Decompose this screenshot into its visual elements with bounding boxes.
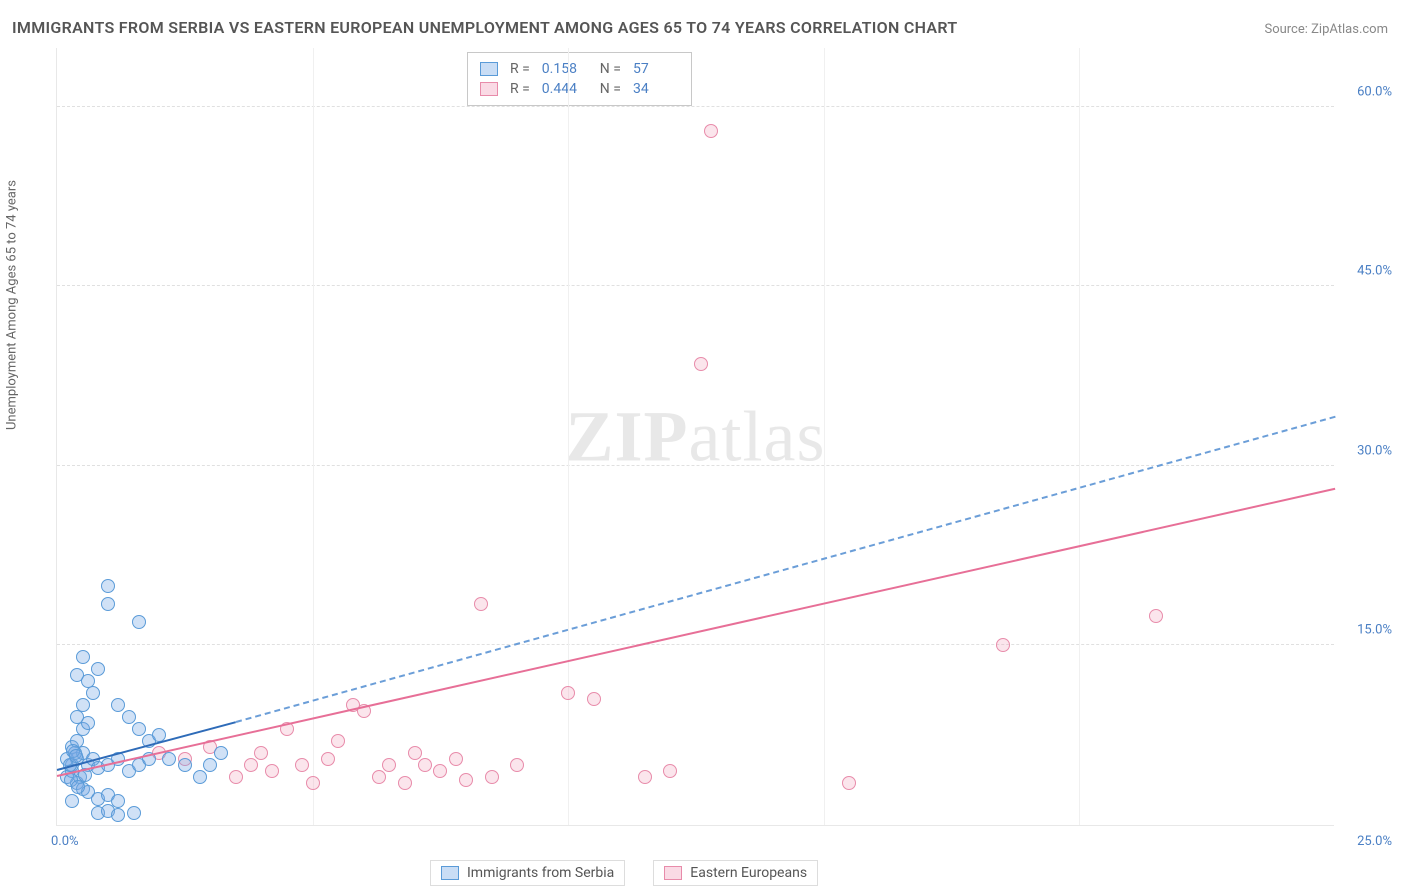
- gridline: [57, 285, 1334, 286]
- blue-point: [70, 710, 84, 724]
- y-tick: 15.0%: [1357, 623, 1392, 638]
- vgridline: [824, 48, 825, 825]
- r-label: R =: [510, 61, 530, 77]
- blue-point: [69, 749, 83, 763]
- legend: Immigrants from Serbia Eastern Europeans: [430, 860, 818, 886]
- blue-point: [214, 746, 228, 760]
- blue-point: [101, 579, 115, 593]
- y-tick: 60.0%: [1357, 84, 1392, 99]
- y-tick: 30.0%: [1357, 443, 1392, 458]
- pink-point: [704, 124, 718, 138]
- blue-point: [101, 597, 115, 611]
- blue-point: [86, 686, 100, 700]
- pink-point: [254, 746, 268, 760]
- pink-point: [244, 758, 258, 772]
- swatch-pink-icon: [664, 866, 682, 880]
- pink-point: [372, 770, 386, 784]
- gridline: [57, 106, 1334, 107]
- blue-point: [203, 758, 217, 772]
- x-tick-left: 0.0%: [51, 834, 79, 849]
- pink-point: [398, 776, 412, 790]
- pink-point: [561, 686, 575, 700]
- pink-point: [638, 770, 652, 784]
- n-label: N =: [600, 81, 621, 97]
- gridline: [57, 644, 1334, 645]
- pink-point: [449, 752, 463, 766]
- pink-point: [485, 770, 499, 784]
- n-value-blue: 57: [633, 61, 679, 77]
- stats-row-blue: R = 0.158 N = 57: [480, 59, 679, 79]
- legend-label-blue: Immigrants from Serbia: [467, 865, 614, 881]
- pink-point: [408, 746, 422, 760]
- r-value-blue: 0.158: [542, 61, 588, 77]
- blue-point: [193, 770, 207, 784]
- y-axis-label: Unemployment Among Ages 65 to 74 years: [5, 180, 20, 430]
- pink-point: [510, 758, 524, 772]
- x-tick-right: 25.0%: [1357, 834, 1392, 849]
- legend-label-pink: Eastern Europeans: [690, 865, 807, 881]
- vgridline: [313, 48, 314, 825]
- pink-point: [265, 764, 279, 778]
- r-label: R =: [510, 81, 530, 97]
- trend-line: [236, 416, 1336, 723]
- blue-point: [132, 615, 146, 629]
- blue-point: [162, 752, 176, 766]
- blue-point: [178, 758, 192, 772]
- pink-point: [459, 773, 473, 787]
- blue-point: [91, 662, 105, 676]
- swatch-blue-icon: [480, 62, 498, 76]
- legend-item-pink: Eastern Europeans: [653, 860, 818, 886]
- stats-box: R = 0.158 N = 57 R = 0.444 N = 34: [467, 52, 692, 106]
- pink-point: [694, 357, 708, 371]
- blue-point: [127, 806, 141, 820]
- blue-point: [76, 698, 90, 712]
- blue-point: [122, 710, 136, 724]
- blue-point: [71, 780, 85, 794]
- pink-point: [418, 758, 432, 772]
- pink-point: [842, 776, 856, 790]
- plot-area: ZIPatlas R = 0.158 N = 57 R = 0.444 N = …: [56, 48, 1334, 826]
- pink-point: [1149, 609, 1163, 623]
- pink-point: [663, 764, 677, 778]
- pink-point: [229, 770, 243, 784]
- pink-point: [321, 752, 335, 766]
- stats-row-pink: R = 0.444 N = 34: [480, 79, 679, 99]
- gridline: [57, 465, 1334, 466]
- blue-point: [65, 794, 79, 808]
- pink-point: [587, 692, 601, 706]
- n-value-pink: 34: [633, 81, 679, 97]
- pink-point: [331, 734, 345, 748]
- blue-point: [111, 698, 125, 712]
- pink-point: [295, 758, 309, 772]
- blue-point: [76, 650, 90, 664]
- legend-item-blue: Immigrants from Serbia: [430, 860, 625, 886]
- source-attribution: Source: ZipAtlas.com: [1264, 22, 1388, 37]
- pink-point: [306, 776, 320, 790]
- pink-point: [996, 638, 1010, 652]
- y-tick: 45.0%: [1357, 264, 1392, 279]
- swatch-blue-icon: [441, 866, 459, 880]
- pink-point: [433, 764, 447, 778]
- vgridline: [1079, 48, 1080, 825]
- blue-point: [111, 808, 125, 822]
- n-label: N =: [600, 61, 621, 77]
- blue-point: [70, 668, 84, 682]
- r-value-pink: 0.444: [542, 81, 588, 97]
- swatch-pink-icon: [480, 82, 498, 96]
- vgridline: [568, 48, 569, 825]
- blue-point: [132, 722, 146, 736]
- trend-line: [57, 488, 1335, 777]
- pink-point: [474, 597, 488, 611]
- pink-point: [382, 758, 396, 772]
- chart-title: IMMIGRANTS FROM SERBIA VS EASTERN EUROPE…: [12, 18, 957, 37]
